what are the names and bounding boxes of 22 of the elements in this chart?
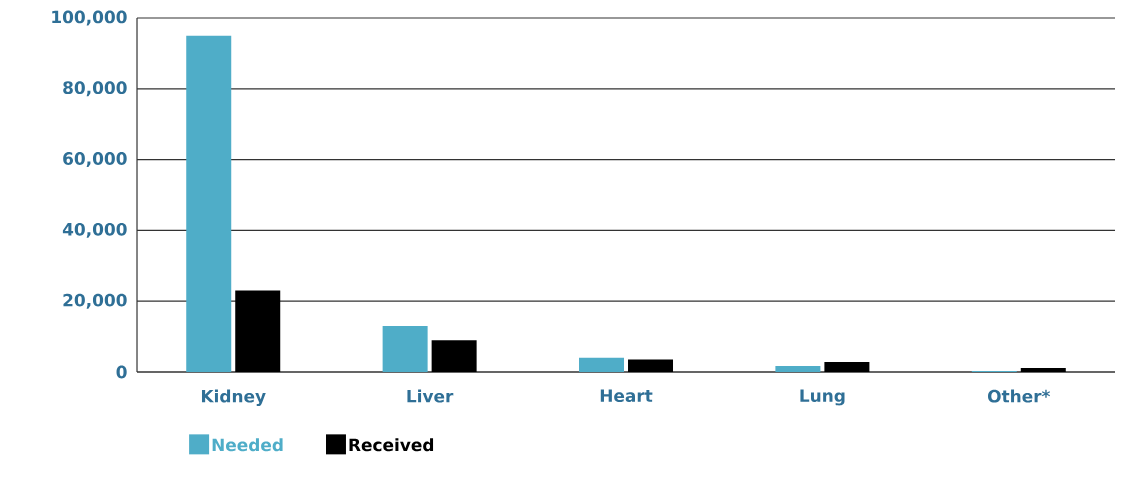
bar [628,359,674,372]
y-tick-label: 60,000 [63,152,127,168]
bar [186,35,232,372]
bar [235,290,281,372]
bar [824,362,870,372]
y-tick-label: 100,000 [52,10,127,26]
y-tick-label: 20,000 [63,293,127,309]
x-tick-label: Heart [600,389,653,403]
bar [775,365,821,372]
legend-label: Received [349,438,434,452]
x-tick-label: Other* [988,389,1051,403]
x-tick-label: Lung [800,389,845,406]
bar [1020,368,1066,372]
legend-label: Needed [212,438,283,452]
y-tick-label: 40,000 [62,222,127,238]
x-tick-label: Kidney [201,389,266,407]
x-tick-label: Liver [407,389,454,403]
bar [431,340,477,372]
bar [382,325,428,372]
y-tick-label: 0 [116,365,127,379]
y-tick-label: 80,000 [63,81,127,97]
bar [579,357,625,372]
